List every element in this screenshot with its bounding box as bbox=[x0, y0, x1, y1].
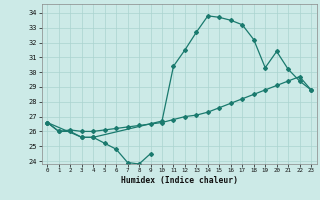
X-axis label: Humidex (Indice chaleur): Humidex (Indice chaleur) bbox=[121, 176, 238, 185]
